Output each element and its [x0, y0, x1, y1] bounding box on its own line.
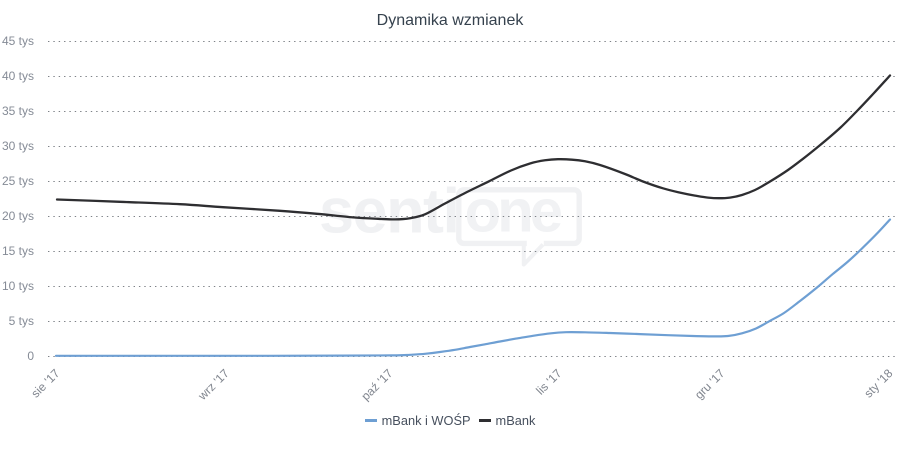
svg-text:senti: senti [319, 177, 459, 247]
svg-text:one: one [465, 178, 562, 245]
